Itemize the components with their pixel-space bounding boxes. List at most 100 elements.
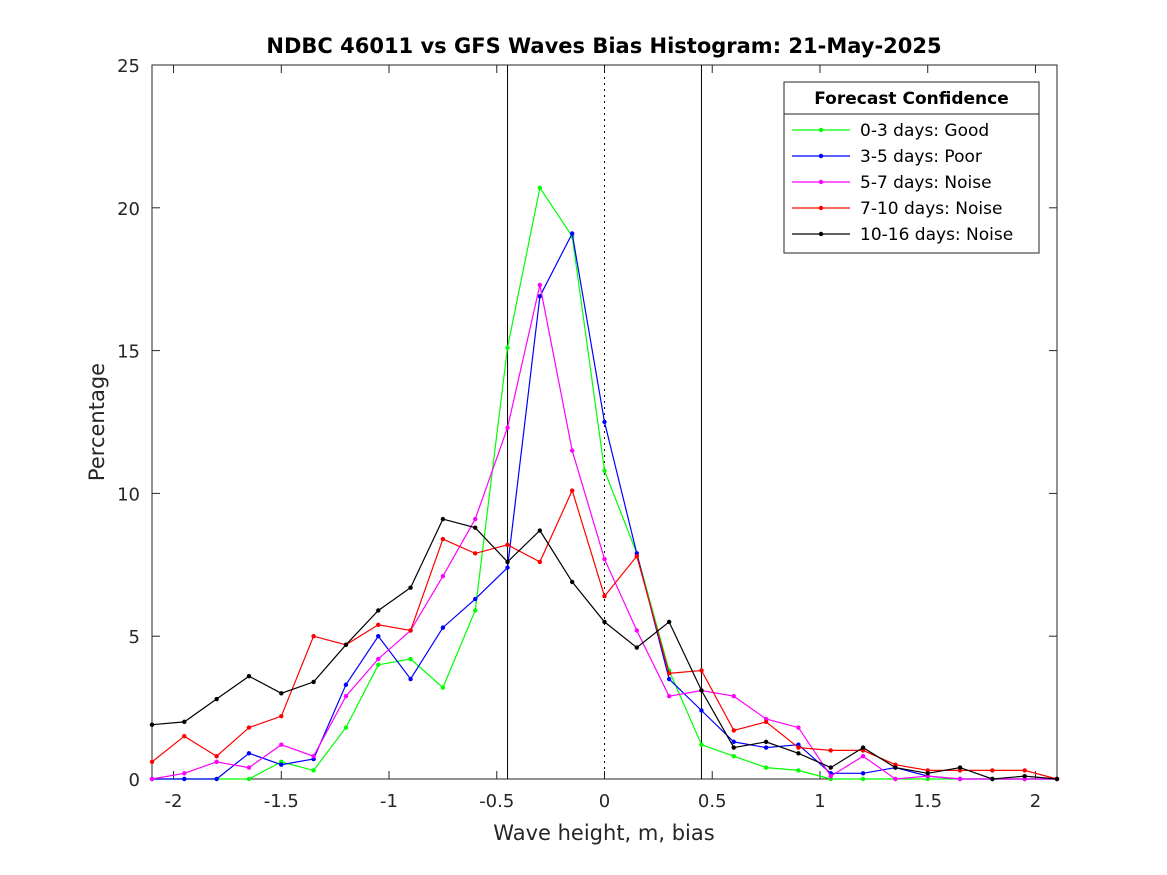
series-4-point xyxy=(796,745,801,750)
legend-swatch-marker xyxy=(818,205,824,211)
series-3-point xyxy=(796,725,801,730)
series-4-point xyxy=(246,725,252,730)
series-3-point xyxy=(569,448,575,453)
series-5-point xyxy=(634,645,640,650)
x-axis-label: Wave height, m, bias xyxy=(493,821,714,845)
series-3-point xyxy=(343,693,349,699)
series-2-point xyxy=(279,762,284,767)
series-3-point xyxy=(731,693,736,699)
series-5-point xyxy=(925,771,930,776)
series-5-point xyxy=(699,688,704,693)
series-4-point xyxy=(440,536,446,542)
series-2-point xyxy=(602,419,607,425)
series-3-point xyxy=(602,556,607,562)
y-tick-label: 0 xyxy=(129,770,140,791)
series-1-point xyxy=(602,468,607,473)
legend-entry-label: 3-5 days: Poor xyxy=(860,147,982,167)
series-4-point xyxy=(279,713,284,719)
series-3-point xyxy=(505,425,510,430)
series-5-point xyxy=(214,696,219,702)
legend-box xyxy=(783,81,1040,254)
series-1-point xyxy=(343,725,349,730)
series-1-point xyxy=(731,753,736,759)
series-5-point xyxy=(149,722,155,727)
series-5-point xyxy=(796,751,801,756)
x-tick-label: 0 xyxy=(599,791,610,812)
y-tick-label: 15 xyxy=(117,342,140,363)
y-tick-label: 10 xyxy=(117,484,140,505)
series-1-point xyxy=(246,776,252,782)
legend-swatch-marker xyxy=(818,179,824,185)
series-5-point xyxy=(473,525,478,530)
legend-entry-label: 7-10 days: Noise xyxy=(860,199,1002,219)
y-axis-label: Percentage xyxy=(85,363,109,481)
series-1-point xyxy=(311,768,316,773)
y-tick-label: 25 xyxy=(117,56,140,77)
series-2-point xyxy=(343,682,349,687)
series-3-point xyxy=(893,776,898,782)
series-2-point xyxy=(440,625,446,630)
series-1-point xyxy=(440,685,446,690)
series-4-point xyxy=(699,668,704,673)
legend-swatch-marker xyxy=(818,231,824,237)
x-tick-label: -1.5 xyxy=(264,791,299,812)
series-5-point xyxy=(182,719,187,725)
series-1-point xyxy=(796,768,801,773)
series-3-point xyxy=(473,516,478,522)
series-3-point xyxy=(440,574,446,579)
chart-title: NDBC 46011 vs GFS Waves Bias Histogram: … xyxy=(266,34,941,58)
series-4-point xyxy=(731,728,736,733)
series-4-point xyxy=(828,748,833,753)
series-2-point xyxy=(473,596,478,602)
series-3-point xyxy=(666,693,672,699)
series-4-point xyxy=(311,634,316,639)
x-tick-label: 2 xyxy=(1030,791,1041,812)
series-5-point xyxy=(1054,776,1060,782)
series-5-point xyxy=(311,679,316,685)
series-4-point xyxy=(569,488,575,493)
series-4-point xyxy=(182,733,187,739)
series-3-point xyxy=(634,628,640,633)
series-5-point xyxy=(666,619,672,625)
series-4-point xyxy=(1022,768,1027,773)
series-5-point xyxy=(246,673,252,679)
series-5-point xyxy=(957,765,963,770)
series-3-point xyxy=(214,759,219,765)
series-4-point xyxy=(376,622,381,627)
series-1-point xyxy=(376,662,381,667)
series-2-point xyxy=(246,751,252,756)
series-5-point xyxy=(860,745,866,750)
series-2-point xyxy=(537,294,543,299)
series-2-point xyxy=(214,776,219,782)
series-2-point xyxy=(182,776,187,782)
series-4-point xyxy=(763,719,769,725)
series-5-point xyxy=(602,619,607,625)
series-5-point xyxy=(828,765,833,770)
x-tick-label: -1 xyxy=(380,791,398,812)
legend-swatch-marker xyxy=(818,153,824,159)
legend: Forecast Confidence 0-3 days: Good 3-5 day… xyxy=(783,81,1040,254)
series-1-point xyxy=(860,776,866,782)
series-1-point xyxy=(473,608,478,613)
series-4-point xyxy=(149,759,155,765)
series-1-point xyxy=(699,742,704,747)
series-4-point xyxy=(602,594,607,599)
series-3-point xyxy=(828,773,833,779)
series-5-point xyxy=(763,739,769,745)
series-4-point xyxy=(990,768,995,773)
series-5-point xyxy=(279,691,284,696)
series-4-point xyxy=(537,559,543,565)
series-2-point xyxy=(569,231,575,236)
series-5-point xyxy=(731,745,736,750)
legend-swatch-marker xyxy=(818,127,824,133)
series-5-point xyxy=(537,528,543,533)
series-5-point xyxy=(1022,773,1027,779)
x-tick-label: -2 xyxy=(165,791,183,812)
legend-entry-label: 5-7 days: Noise xyxy=(860,173,992,193)
series-2-point xyxy=(731,739,736,745)
y-tick-label: 20 xyxy=(117,199,140,220)
series-4-point xyxy=(473,551,478,556)
legend-entry-label: 10-16 days: Noise xyxy=(860,225,1013,245)
series-2-point xyxy=(699,708,704,713)
